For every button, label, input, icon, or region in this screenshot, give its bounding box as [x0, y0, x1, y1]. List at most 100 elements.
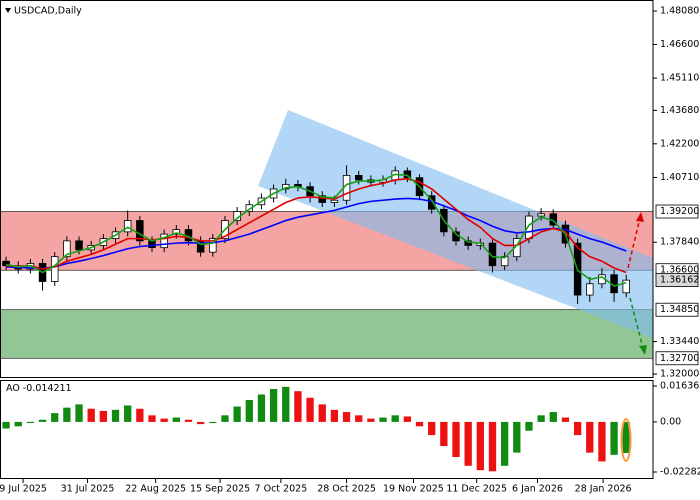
ao-bar	[330, 409, 339, 422]
price-level-box	[655, 302, 699, 317]
symbol-menu-icon[interactable]	[5, 8, 11, 13]
ao-frame	[0, 380, 654, 479]
ao-bar	[367, 418, 375, 422]
ao-bar	[14, 421, 22, 427]
ao-bar	[525, 421, 533, 431]
candle-body	[488, 242, 497, 267]
ao-bar	[294, 391, 302, 422]
candle-body	[136, 220, 144, 242]
symbol-title: USDCAD,Daily	[14, 6, 82, 17]
ao-bar	[172, 417, 180, 422]
price-level-box	[655, 204, 699, 219]
ao-bar	[51, 413, 59, 422]
ao-bar	[26, 421, 35, 424]
ao-bar	[148, 415, 156, 422]
zone	[0, 309, 654, 359]
x-tick-label: 19 Nov 2025	[383, 484, 444, 495]
ao-bar	[257, 394, 266, 422]
x-tick-label: 28 Jan 2026	[575, 484, 632, 495]
ao-bar	[598, 421, 606, 462]
ao-bar	[136, 408, 144, 422]
ao-bar	[476, 421, 484, 471]
ao-bar	[245, 399, 253, 422]
ao-bar	[415, 421, 424, 427]
candle-body	[209, 238, 217, 253]
ao-bar	[318, 404, 326, 422]
price-level-label: 1.36162	[660, 275, 699, 286]
y-tick-label: 1.33440	[660, 336, 699, 347]
ao-bar	[573, 421, 582, 436]
x-tick-label: 31 Jul 2025	[61, 484, 115, 495]
y-tick-label: 1.45110	[660, 73, 699, 84]
y-tick-label: 0.00	[660, 416, 681, 427]
candle-body	[75, 240, 83, 251]
price-level-box	[655, 273, 699, 288]
ao-bar	[306, 397, 314, 422]
moving-average	[5, 173, 627, 287]
ao-bar	[269, 388, 278, 422]
ao-bar	[403, 416, 412, 422]
ao-bar	[196, 421, 205, 425]
ao-bar	[391, 415, 399, 422]
axis-labels: 1.48080 1.46600 1.45110 1.43680 1.42200 1.407…	[0, 6, 700, 495]
candle-body	[525, 215, 533, 240]
y-tick-label: 1.48080	[660, 6, 699, 17]
ao-bar	[233, 406, 241, 422]
candle-body	[50, 256, 59, 282]
ao-bar	[38, 419, 47, 422]
x-tick-label: 6 Jan 2026	[512, 484, 563, 495]
ao-bar	[221, 415, 229, 422]
ao-bar	[586, 421, 594, 453]
candle-body	[63, 240, 71, 258]
highlight-ellipse	[620, 418, 632, 462]
candle-body	[123, 220, 132, 233]
candle-body	[172, 229, 181, 235]
candle-body	[537, 213, 545, 217]
ao-bar	[87, 408, 95, 422]
ao-bar	[622, 421, 630, 454]
ao-bar	[561, 417, 570, 422]
y-tick-label: 1.32000	[660, 369, 699, 380]
x-tick-label: 28 Oct 2025	[317, 484, 376, 495]
indicator-title: AO -0.014211	[6, 383, 72, 394]
y-tick-label: 1.43680	[660, 105, 699, 116]
ao-bar	[342, 412, 351, 422]
plot	[2, 165, 630, 472]
candle-body	[160, 233, 168, 249]
ao-bar	[75, 404, 83, 422]
up-arrow-head	[636, 212, 644, 222]
candle-body	[245, 204, 254, 212]
candle-body	[148, 240, 156, 249]
ao-bar	[549, 412, 557, 422]
ao-bar	[209, 421, 217, 424]
ao-bar	[537, 415, 545, 422]
y-tick-label: 1.40710	[660, 172, 699, 183]
ao-bar	[124, 405, 132, 422]
main-frame	[0, 0, 654, 378]
x-tick-label: 7 Oct 2025	[255, 484, 308, 495]
indicator-value: -0.014211	[23, 383, 72, 394]
x-tick-label: 15 Sep 2025	[190, 484, 250, 495]
candle-body	[513, 238, 521, 258]
moving-average	[6, 197, 627, 270]
ao-bar	[464, 421, 472, 466]
price-level-label: 1.34850	[660, 304, 699, 315]
ao-bar	[440, 421, 448, 447]
up-arrow	[627, 217, 641, 269]
x-tick-label: 11 Dec 2025	[446, 484, 507, 495]
candle-body	[330, 199, 339, 203]
candle-body	[403, 170, 412, 179]
price-level-label: 1.39200	[660, 206, 699, 217]
ao-bar	[63, 407, 71, 422]
x-tick-label: 9 Jul 2025	[0, 484, 47, 495]
candle-body	[622, 279, 630, 294]
ao-bar	[184, 419, 193, 422]
ao-bar	[111, 409, 120, 422]
price-level-label: 1.32700	[660, 353, 699, 364]
indicator-name: AO	[6, 383, 20, 394]
ao-bar	[160, 418, 168, 422]
ao-bar	[610, 421, 618, 455]
trend-channel	[258, 110, 653, 338]
